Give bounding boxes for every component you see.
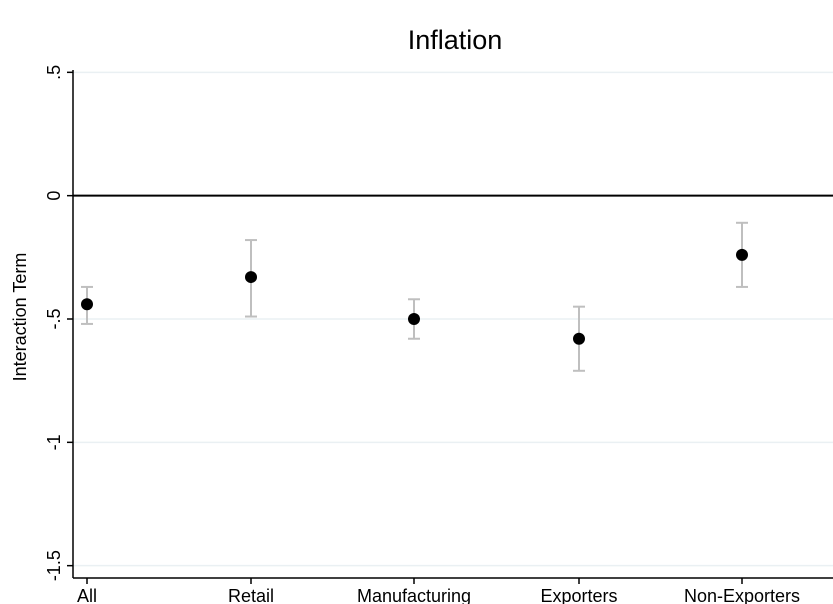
y-axis-ticks: .5 0 -.5 -1 -1.5	[44, 65, 73, 581]
y-tick-label-0: .5	[44, 65, 64, 80]
x-tick-label-3: Exporters	[540, 586, 617, 604]
x-tick-label-4: Non-Exporters	[684, 586, 800, 604]
y-tick-label-1: 0	[44, 191, 64, 201]
y-tick-label-4: -1.5	[44, 550, 64, 581]
data-points	[81, 248, 748, 345]
data-point-2	[408, 313, 420, 325]
x-tick-label-2: Manufacturing	[357, 586, 471, 604]
data-point-1	[245, 271, 257, 284]
data-point-4	[736, 248, 748, 261]
y-tick-label-3: -1	[44, 434, 64, 450]
data-point-0	[81, 298, 93, 311]
x-axis-ticks: All Retail Manufacturing Exporters Non-Expor…	[77, 578, 800, 604]
y-tick-label-2: -.5	[44, 308, 64, 329]
x-tick-label-0: All	[77, 586, 97, 604]
gridlines	[73, 71, 833, 567]
chart-title: Inflation	[408, 25, 503, 55]
data-point-3	[573, 332, 585, 345]
y-axis-title: Interaction Term	[10, 253, 30, 382]
x-tick-label-1: Retail	[228, 586, 274, 604]
